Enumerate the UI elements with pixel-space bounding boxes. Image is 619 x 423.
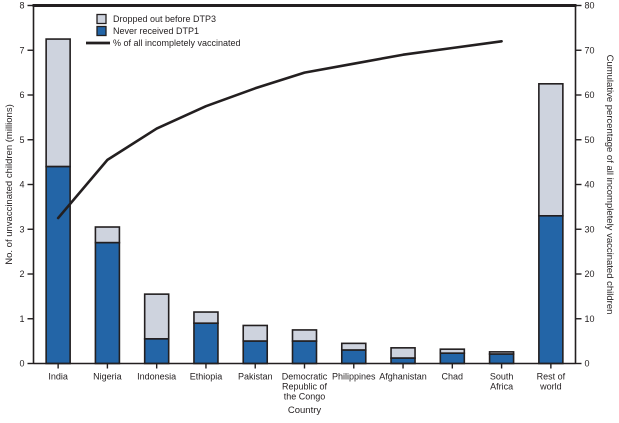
left-axis-title: No. of unvaccinated children (millions) [4, 104, 15, 265]
bar-dropped-out-4 [242, 324, 269, 342]
legend-label-0: Dropped out before DTP3 [113, 14, 216, 24]
x-category-label: the Congo [284, 392, 326, 402]
bar-dropped-out-5 [291, 329, 318, 342]
x-category-label: Afghanistan [379, 372, 427, 382]
left-axis-tick-label: 0 [19, 359, 24, 369]
right-axis-tick-label: 60 [585, 90, 595, 100]
left-axis-tick-label: 7 [19, 45, 24, 55]
left-axis-tick-label: 4 [19, 180, 24, 190]
right-axis-tick-label: 70 [585, 45, 595, 55]
right-axis-tick-label: 40 [585, 180, 595, 190]
bar-never-dtp1-9 [488, 353, 515, 365]
bar-never-dtp1-8 [439, 352, 466, 365]
right-axis-title: Cumulative percentage of all incompletel… [604, 55, 615, 315]
bar-dropped-out-10 [538, 83, 564, 217]
bar-dropped-out-3 [193, 311, 219, 325]
legend-label-2: % of all incompletely vaccinated [113, 38, 241, 48]
left-axis-tick-label: 5 [19, 135, 24, 145]
left-axis-tick-label: 8 [19, 1, 24, 11]
x-category-label: Democratic [282, 372, 328, 382]
bar-never-dtp1-10 [538, 215, 564, 365]
legend-swatch-0 [96, 13, 107, 25]
x-category-label: Rest of [537, 372, 566, 382]
x-category-label: Republic of [282, 382, 328, 392]
bar-never-dtp1-5 [291, 340, 318, 365]
bar-never-dtp1-7 [390, 357, 416, 365]
left-axis-tick-label: 2 [19, 269, 24, 279]
x-category-label: Nigeria [93, 372, 122, 382]
bar-never-dtp1-0 [45, 165, 71, 365]
bar-dropped-out-6 [340, 342, 367, 351]
left-axis-tick-label: 1 [19, 314, 24, 324]
left-axis-tick-label: 6 [19, 90, 24, 100]
bar-dropped-out-1 [94, 226, 121, 244]
x-category-label: Philippines [332, 372, 376, 382]
x-category-label: Ethiopia [190, 372, 223, 382]
legend-label-1: Never received DTP1 [113, 26, 199, 36]
x-category-label: India [48, 372, 68, 382]
x-category-label: Indonesia [137, 372, 176, 382]
bar-never-dtp1-4 [242, 340, 269, 365]
bar-dropped-out-0 [45, 38, 71, 168]
cumulative-percentage-line [56, 39, 503, 220]
x-category-label: world [539, 382, 562, 392]
right-axis-tick-label: 30 [585, 224, 595, 234]
x-category-label: South [490, 372, 514, 382]
bar-never-dtp1-2 [143, 338, 170, 365]
x-category-label: Chad [442, 372, 464, 382]
bar-never-dtp1-1 [94, 241, 121, 365]
bar-never-dtp1-6 [340, 349, 367, 365]
x-category-label: Africa [490, 382, 513, 392]
right-axis-tick-label: 50 [585, 135, 595, 145]
right-axis-tick-label: 10 [585, 314, 595, 324]
legend-swatch-1 [96, 25, 107, 37]
right-axis-tick-label: 80 [585, 1, 595, 11]
bar-dropped-out-7 [390, 347, 416, 359]
x-category-label: Pakistan [238, 372, 273, 382]
bar-never-dtp1-3 [193, 322, 219, 365]
right-axis-tick-label: 20 [585, 269, 595, 279]
x-axis-title: Country [288, 405, 322, 416]
bar-dropped-out-2 [143, 293, 170, 340]
left-axis-tick-label: 3 [19, 224, 24, 234]
right-axis-tick-label: 0 [585, 359, 590, 369]
